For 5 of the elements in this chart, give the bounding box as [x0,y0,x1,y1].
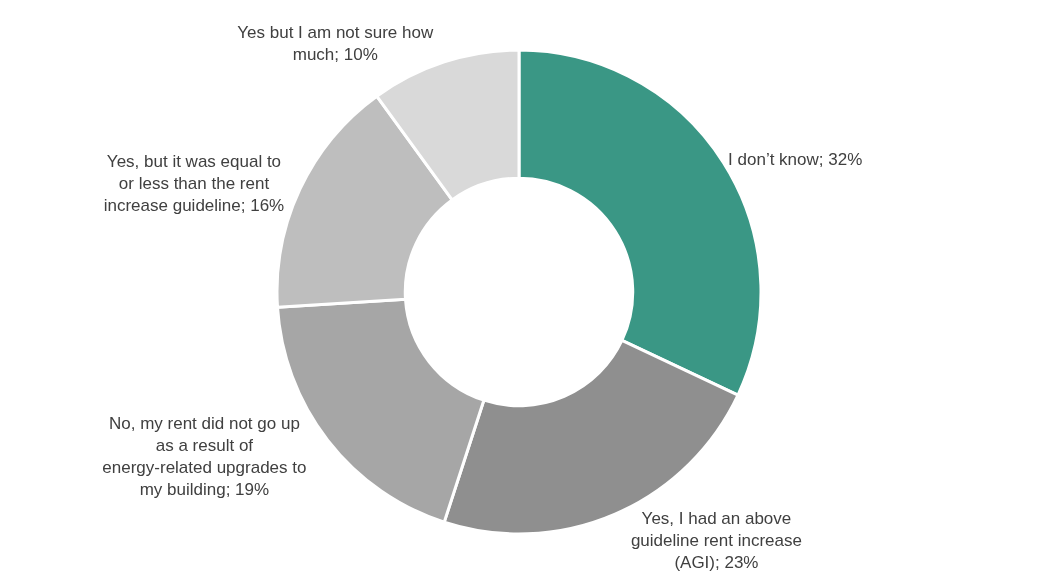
slice-label: I don’t know; 32% [728,150,863,170]
slice-label: Yes, but it was equal to or less than the rent increase guideline; 16% [103,151,285,215]
slice-label: No, my rent did not go up as a result of energy-related upgrades to my building; 19% [102,413,307,499]
slice-label: Yes, I had an above guideline rent increase (AGI); 23% [630,509,802,573]
slice-label: Yes but I am not sure how much; 10% [237,22,434,64]
